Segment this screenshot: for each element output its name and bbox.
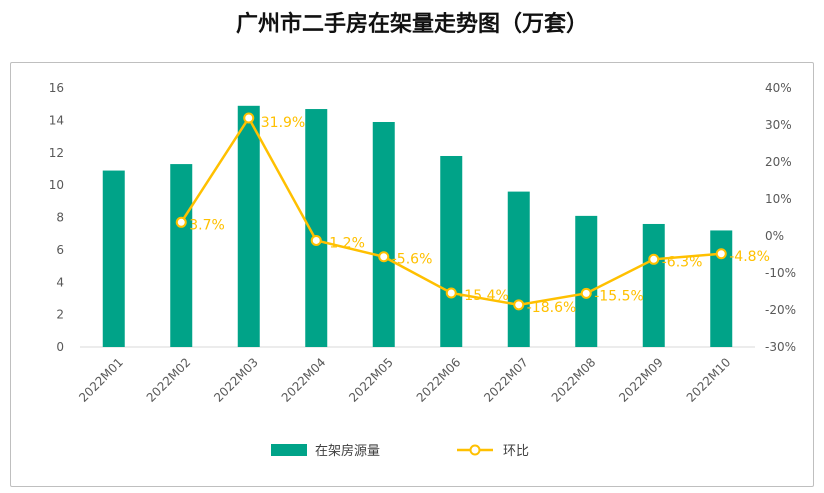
legend-line-label: 环比 bbox=[503, 444, 529, 459]
y-right-tick-label: 20% bbox=[765, 155, 792, 169]
data-label: -6.3% bbox=[662, 254, 703, 270]
data-label: -4.8% bbox=[729, 249, 770, 265]
line-point bbox=[648, 253, 660, 265]
bar bbox=[305, 109, 328, 347]
y-left-tick-label: 6 bbox=[56, 243, 64, 257]
y-left-tick-label: 16 bbox=[49, 81, 64, 95]
y-right-tick-label: 40% bbox=[765, 81, 792, 95]
y-right-tick-label: -20% bbox=[765, 303, 796, 317]
y-left-tick-label: 0 bbox=[56, 340, 64, 354]
bar bbox=[710, 230, 733, 347]
y-left-tick-label: 4 bbox=[56, 275, 64, 289]
y-left-tick-label: 14 bbox=[49, 113, 64, 127]
x-tick-label: 2022M04 bbox=[279, 355, 329, 405]
line-point bbox=[243, 112, 255, 124]
data-label: -1.2% bbox=[324, 235, 365, 251]
data-label: -15.4% bbox=[459, 288, 509, 304]
bar bbox=[170, 164, 193, 347]
y-right-tick-label: 10% bbox=[765, 192, 792, 206]
line-point bbox=[310, 234, 322, 246]
x-tick-label: 2022M06 bbox=[414, 355, 464, 405]
bar bbox=[642, 223, 665, 347]
line-point bbox=[445, 287, 457, 299]
x-tick-label: 2022M03 bbox=[211, 355, 261, 405]
chart-frame bbox=[10, 62, 814, 487]
data-label: -15.5% bbox=[594, 288, 644, 304]
line-point bbox=[175, 216, 187, 228]
data-label: -18.6% bbox=[527, 300, 577, 316]
bar bbox=[575, 215, 598, 347]
bar bbox=[507, 191, 530, 347]
bar bbox=[372, 121, 395, 348]
x-tick-label: 2022M07 bbox=[481, 355, 531, 405]
bar bbox=[102, 170, 125, 347]
x-tick-label: 2022M09 bbox=[616, 355, 666, 405]
line-point bbox=[715, 248, 727, 260]
y-right-tick-label: 0% bbox=[765, 229, 784, 243]
legend-line-marker bbox=[469, 444, 481, 456]
bar bbox=[237, 105, 260, 348]
y-left-tick-label: 8 bbox=[56, 211, 64, 225]
chart-title: 广州市二手房在架量走势图（万套） bbox=[235, 12, 588, 37]
y-left-tick-label: 10 bbox=[49, 178, 64, 192]
y-right-tick-label: -10% bbox=[765, 266, 796, 280]
data-label: 31.9% bbox=[261, 115, 305, 131]
y-right-tick-label: -30% bbox=[765, 340, 796, 354]
x-tick-label: 2022M05 bbox=[346, 355, 396, 405]
x-tick-label: 2022M02 bbox=[144, 355, 194, 405]
x-tick-label: 2022M01 bbox=[76, 355, 126, 405]
y-right-tick-label: 30% bbox=[765, 118, 792, 132]
data-label: -5.6% bbox=[392, 252, 433, 268]
line-point bbox=[580, 287, 592, 299]
y-left-tick-label: 2 bbox=[56, 308, 64, 322]
legend-bar-label: 在架房源量 bbox=[315, 443, 380, 459]
x-tick-label: 2022M08 bbox=[549, 355, 599, 405]
legend-bar-swatch bbox=[271, 444, 307, 456]
y-left-tick-label: 12 bbox=[49, 146, 64, 160]
line-point bbox=[378, 251, 390, 263]
x-tick-label: 2022M10 bbox=[684, 355, 734, 405]
bar bbox=[440, 155, 463, 347]
data-label: 3.7% bbox=[189, 217, 225, 233]
line-point bbox=[513, 299, 525, 311]
